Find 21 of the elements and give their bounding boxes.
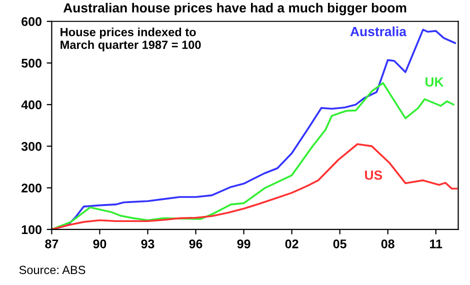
- x-tick-label: 05: [333, 239, 346, 248]
- y-tick-label: 200: [22, 184, 42, 192]
- x-tick-label: 11: [430, 240, 442, 248]
- x-tick-label: 99: [237, 239, 250, 248]
- y-tick-label: 600: [22, 17, 42, 26]
- y-tick-label: 300: [21, 142, 42, 151]
- x-tick-label: 96: [189, 239, 202, 248]
- series-label: Australia: [350, 26, 407, 36]
- y-tick-label: 400: [21, 100, 42, 110]
- x-tick-label: 90: [93, 239, 106, 248]
- x-tick-label: 08: [381, 239, 394, 248]
- y-tick-label: 100: [22, 225, 42, 234]
- annotation: House prices indexed to March quarter 1987 = 100: [60, 28, 201, 52]
- x-tick-label: 87: [45, 239, 58, 248]
- chart-title: Australian house prices have had a much bigger boom: [63, 2, 406, 16]
- y-tick-label: 500: [22, 58, 42, 68]
- series-label: UK: [426, 77, 444, 87]
- x-tick-label: 02: [285, 239, 298, 248]
- x-tick-label: 93: [141, 239, 154, 248]
- source-note: Source: ABS: [19, 266, 86, 274]
- series-label: US: [365, 170, 382, 180]
